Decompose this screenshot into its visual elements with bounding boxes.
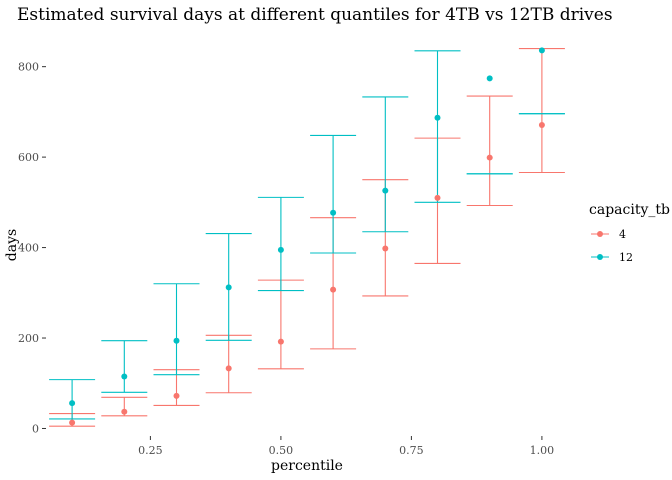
legend-label: 4 — [619, 228, 626, 241]
legend-key-point — [597, 254, 603, 260]
data-point — [225, 365, 232, 372]
series-12tb-points — [69, 47, 545, 407]
data-point — [121, 373, 128, 380]
data-point — [434, 114, 441, 121]
y-tick-label: 0 — [32, 422, 39, 435]
x-tick-label: 0.75 — [399, 444, 424, 457]
y-tick-label: 400 — [18, 242, 39, 255]
data-point — [225, 284, 232, 291]
series-4tb — [49, 48, 565, 427]
legend-label: 12 — [619, 251, 633, 264]
data-point — [330, 286, 337, 293]
legend-key-point — [597, 231, 603, 237]
chart-title: Estimated survival days at different qua… — [17, 5, 613, 25]
x-tick-label: 0.50 — [269, 444, 294, 457]
y-axis-title: days — [4, 229, 20, 261]
data-point — [538, 122, 545, 129]
y-tick-label: 800 — [18, 61, 39, 74]
data-point — [330, 209, 337, 216]
data-point — [538, 47, 545, 54]
y-tick-label: 200 — [18, 332, 39, 345]
data-point — [277, 246, 284, 253]
y-axis: 0 200 400 600 800 — [18, 61, 46, 435]
legend-items: 4 12 — [591, 228, 633, 264]
legend-item-12: 12 — [591, 251, 633, 264]
x-tick-label: 1.00 — [530, 444, 555, 457]
data-point — [69, 400, 76, 407]
legend: capacity_tb 4 12 — [589, 202, 670, 264]
data-point — [382, 187, 389, 194]
plot-area — [49, 47, 565, 427]
data-point — [382, 245, 389, 252]
data-point — [434, 194, 441, 201]
x-tick-label: 0.25 — [138, 444, 163, 457]
legend-item-4: 4 — [591, 228, 626, 241]
data-point — [173, 392, 180, 399]
data-point — [486, 154, 493, 161]
data-point — [277, 338, 284, 345]
data-point — [69, 419, 76, 426]
x-axis-title: percentile — [271, 458, 343, 474]
data-point — [173, 337, 180, 344]
series-12tb — [49, 50, 565, 420]
y-tick-label: 600 — [18, 151, 39, 164]
x-axis: 0.25 0.50 0.75 1.00 — [138, 436, 554, 457]
data-point — [486, 75, 493, 82]
series-4tb-points — [69, 122, 545, 426]
legend-title: capacity_tb — [589, 202, 670, 218]
data-point — [121, 408, 128, 415]
